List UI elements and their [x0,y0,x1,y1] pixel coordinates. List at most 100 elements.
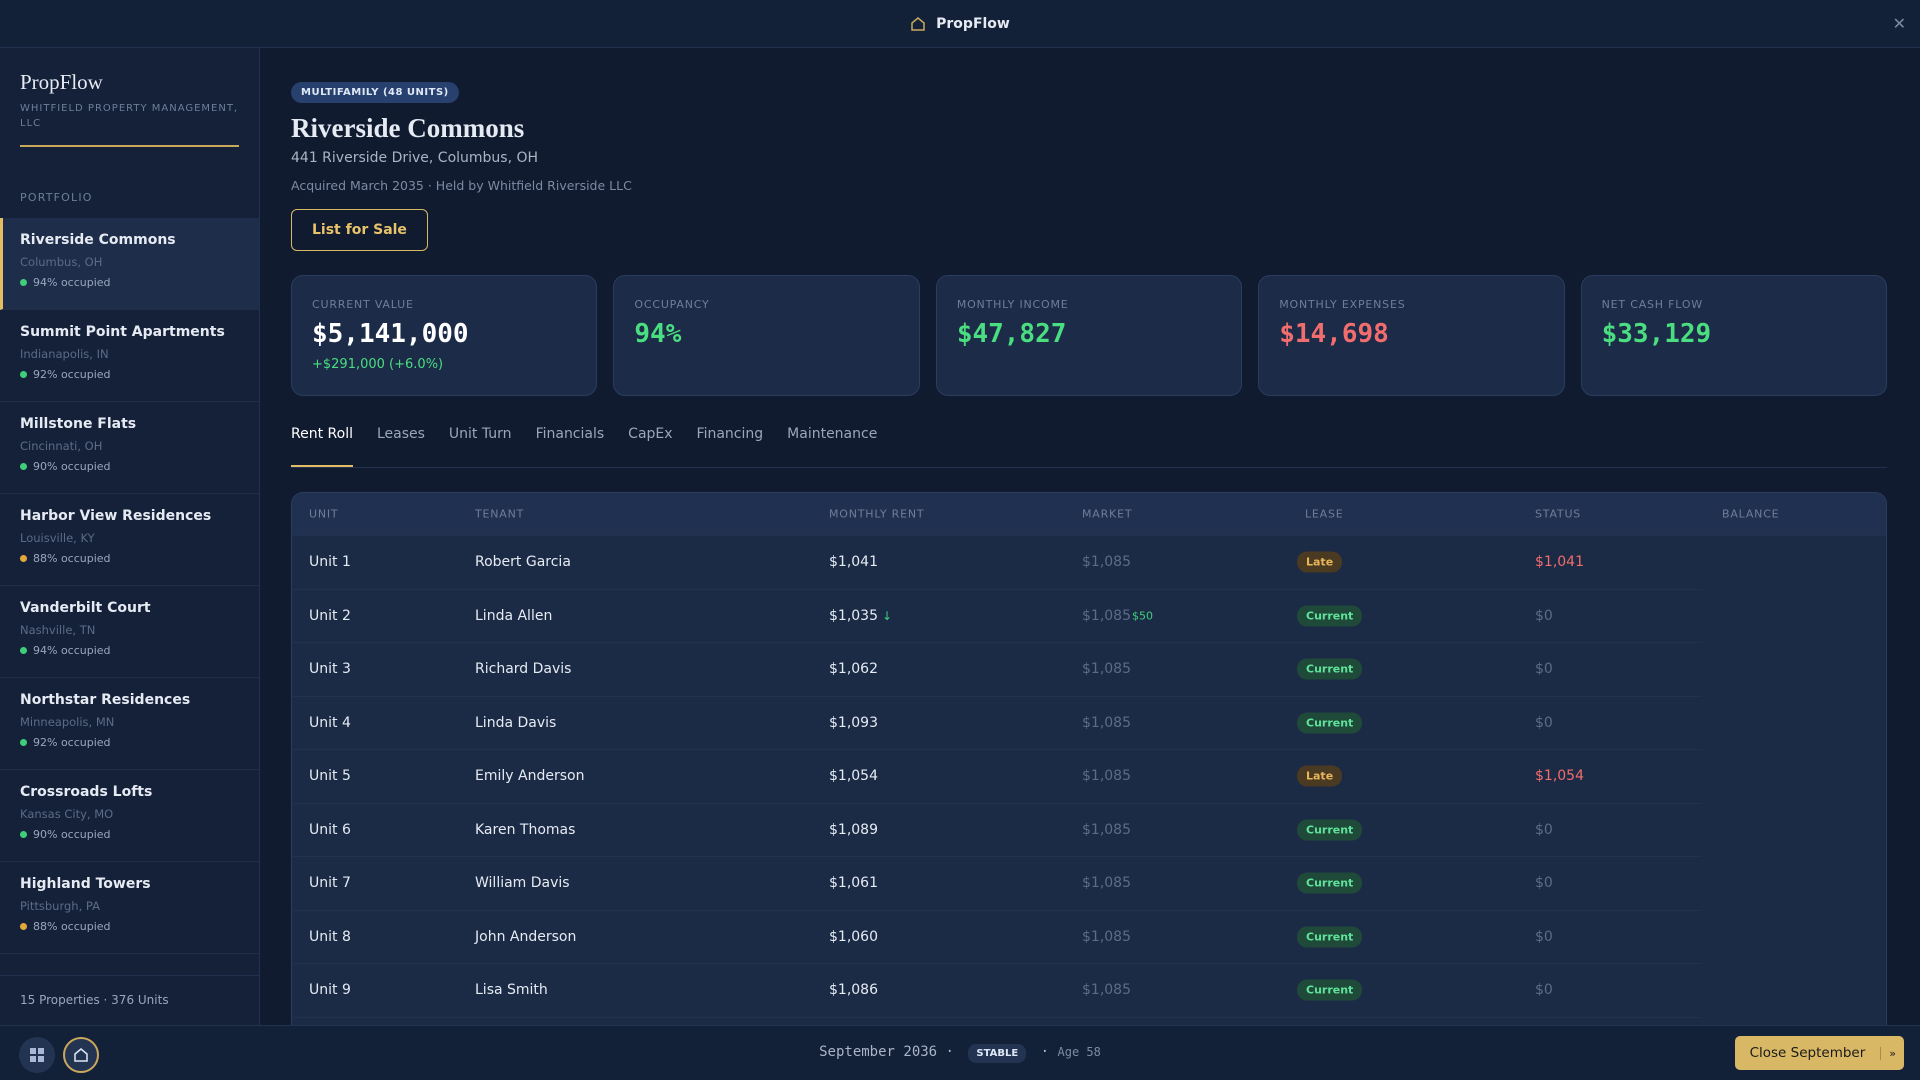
property-item[interactable]: Crossroads Lofts Kansas City, MO 90% occup… [0,770,259,862]
property-name: Riverside Commons [20,232,176,248]
market-rent: $1,085 [1082,661,1131,678]
column-header: MONTHLY RENT [829,507,925,521]
property-city: Kansas City, MO [20,807,114,821]
occupancy-text: 92% occupied [33,736,111,749]
property-city: Cincinnati, OH [20,439,103,453]
unit: Unit 5 [309,768,351,785]
list-button[interactable]: List for Sale [291,209,428,251]
property-item[interactable]: Riverside Commons Columbus, OH 94% occupie… [0,218,259,310]
market-rent: $1,085 [1082,554,1131,571]
kpi-card: MONTHLY EXPENSES $14,698 [1258,275,1565,396]
balance: $0 [1535,821,1553,838]
property-city: Indianapolis, IN [20,347,109,361]
balance: $0 [1535,875,1553,892]
lease-status: Current [1297,926,1363,948]
status-dot [20,923,27,930]
unit: Unit 1 [309,554,351,571]
lease-status: Current [1297,712,1363,734]
property-name: Millstone Flats [20,416,137,432]
monthly-rent: $1,062 [829,661,878,678]
property-city: Pittsburgh, PA [20,899,100,913]
monthly-rent: $1,060 [829,928,878,945]
kpi-card: NET CASH FLOW $33,129 [1580,275,1887,396]
table-row: Unit 3 Richard Davis $1,062 $1,085 Current $0 [292,643,1702,697]
market-rent: $1,085 [1082,982,1131,999]
property-name: Northstar Residences [20,692,191,708]
market-note: $50 [1132,609,1153,623]
more[interactable]: » [1880,1046,1904,1060]
acquired: Acquired March 2035 · Held by Whitfield … [291,178,632,193]
property-item[interactable]: Vanderbilt Court Nashville, TN 94% occupie… [0,586,259,678]
property-name: Vanderbilt Court [20,600,151,616]
unit: Unit 7 [309,875,351,892]
occupancy: 94% occupied [20,276,239,289]
property-name: Harbor View Residences [20,508,212,524]
tenant: Linda Davis [475,714,557,731]
status-dot [20,371,27,378]
close-button[interactable]: ✕ [1892,14,1906,33]
status-dot [20,463,27,470]
tab[interactable]: Financing [696,426,764,442]
market-rent: $1,085 [1082,821,1131,838]
tenant: Lisa Smith [475,982,548,999]
kpi-value: $33,129 [1601,319,1712,349]
main: MULTIFAMILY (48 UNITS) Riverside Commons… [291,48,1887,1025]
property-item[interactable]: Harbor View Residences Louisville, KY 88% … [0,494,259,586]
brand: PropFlow [20,70,103,94]
home-icon [74,1048,88,1062]
kpi-label: MONTHLY INCOME [956,298,1069,311]
status-dot [20,831,27,838]
table-row: Unit 8 John Anderson $1,060 $1,085 Current $0 [292,911,1702,964]
home-button[interactable] [63,1037,99,1073]
bottom-bar: September 2036 · STABLE · Age 58 Close S… [0,1025,1920,1080]
monthly-rent: $1,089 [829,821,878,838]
column-header: STATUS [1535,507,1582,521]
tab[interactable]: Unit Turn [448,426,512,442]
status-dot [20,555,27,562]
balance: $0 [1535,928,1553,945]
property-title: Riverside Commons [291,113,525,143]
monthly-rent: $1,054 [829,768,878,785]
balance: $0 [1535,982,1553,999]
tenant: Linda Allen [475,607,553,624]
column-header: TENANT [475,507,525,521]
market-rent: $1,085 [1082,928,1131,945]
kpi-card: MONTHLY INCOME $47,827 [935,275,1243,396]
occupancy: 90% occupied [20,828,239,841]
kpi-label: OCCUPANCY [634,298,710,311]
kpi-value: 94% [634,319,682,349]
tab[interactable]: Financials [535,426,605,442]
property-name: Crossroads Lofts [20,784,153,800]
grid-button[interactable] [19,1037,55,1073]
property-item[interactable]: Millstone Flats Cincinnati, OH 90% occupie… [0,402,259,494]
market-rent: $1,085 [1082,875,1131,892]
tenant: Richard Davis [475,661,572,678]
property-item[interactable]: Northstar Residences Minneapolis, MN 92% o… [0,678,259,770]
market-rent: $1,085 [1082,768,1131,785]
property-city: Nashville, TN [20,623,96,637]
property-item[interactable]: Summit Point Apartments Indianapolis, IN 9… [0,310,259,402]
section-label: PORTFOLIO [20,191,93,204]
tab[interactable]: Rent Roll [291,424,353,467]
kpi-value: $5,141,000 [312,319,469,349]
property-item[interactable]: Highland Towers Pittsburgh, PA 88% occupie… [0,862,259,954]
occupancy: 90% occupied [20,460,239,473]
balance: $0 [1535,661,1553,678]
close-month-button[interactable]: Close September » [1734,1036,1904,1070]
balance: $1,054 [1535,768,1584,785]
table-row: Unit 9 Lisa Smith $1,086 $1,085 Current $0 [292,964,1702,1018]
table-row: Unit 2 Linda Allen $1,035 $1,085 Current $0 ↓ $… [292,590,1702,643]
tab[interactable]: Maintenance [787,426,878,442]
home-icon [911,16,925,31]
column-header: UNIT [309,507,339,521]
lease-status: Current [1297,819,1363,841]
tab[interactable]: Leases [376,426,425,442]
phase: STABLE [968,1044,1027,1063]
status-dot [20,739,27,746]
kpi-card: CURRENT VALUE $5,141,000 +$291,000 (+6.0%) [291,275,598,396]
down-arrow: ↓ [882,608,893,623]
property-name: Highland Towers [20,876,151,892]
kpi-label: CURRENT VALUE [312,298,414,311]
market-rent: $1,085 [1082,607,1131,624]
tab[interactable]: CapEx [628,426,673,442]
